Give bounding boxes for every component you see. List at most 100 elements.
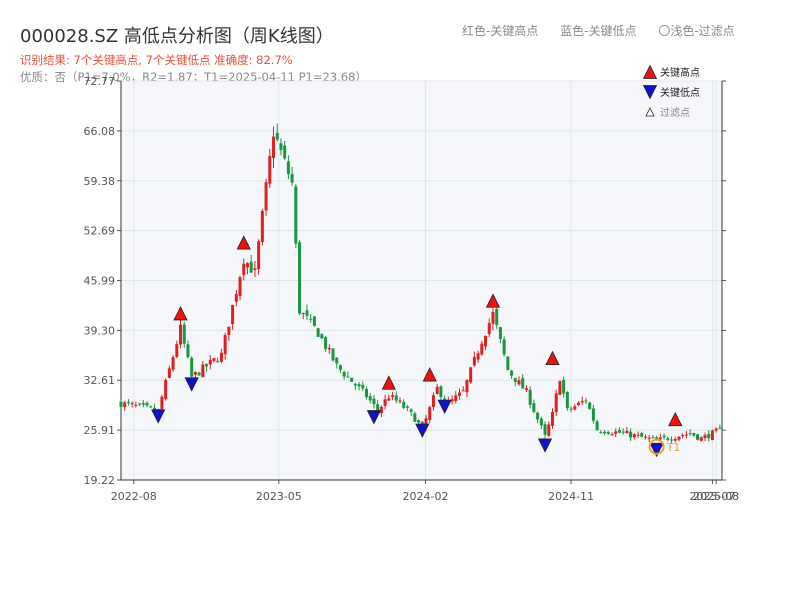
candle-body [286, 161, 290, 175]
candle-body [175, 344, 179, 357]
y-tick-label: 32.61 [84, 374, 116, 387]
candle-body [450, 399, 454, 402]
candle-body [431, 395, 435, 407]
y-tick-label: 72.77 [84, 75, 116, 88]
candle-body [272, 136, 276, 158]
candle-body [413, 413, 417, 422]
candle-body [294, 186, 298, 244]
candle-body [480, 343, 484, 355]
legend-filtered-label: 过滤点 [660, 106, 690, 119]
candle-body [655, 437, 659, 440]
color-legend: 红色-关键高点 蓝色-关键低点 〇浅色-过滤点 [462, 22, 753, 39]
candle-body [391, 395, 395, 397]
candle-body [584, 400, 588, 402]
candle-body [606, 431, 610, 434]
legend-low-icon [642, 85, 658, 100]
key-low-marker [415, 423, 430, 438]
candle-body [160, 396, 164, 410]
candle-body [249, 261, 253, 273]
candle-body [238, 277, 242, 297]
candle-body [554, 393, 558, 413]
candle-body [324, 337, 328, 349]
candle-body [625, 430, 629, 434]
y-tick-label: 45.99 [84, 275, 116, 288]
candle-body [227, 326, 231, 336]
candle-body [658, 437, 662, 440]
candle-body [666, 438, 670, 440]
x-tick-label: 2024-02 [403, 490, 449, 503]
key-low-marker [151, 409, 166, 424]
candle-body [119, 401, 123, 408]
candle-body [636, 434, 640, 436]
candle-body [703, 435, 707, 439]
candle-body [164, 380, 168, 399]
candle-body [599, 432, 603, 434]
candle-body [710, 430, 714, 441]
candle-body [275, 132, 279, 140]
candle-body [603, 431, 607, 434]
candle-body [383, 399, 387, 406]
candle-body [231, 305, 235, 324]
candle-body [662, 435, 666, 438]
candle-body [670, 439, 674, 441]
candle-body [361, 384, 365, 389]
candle-body [167, 368, 171, 378]
candle-body [316, 328, 320, 337]
candle-body [696, 434, 700, 440]
x-tick-label: 2022-08 [111, 490, 157, 503]
candle-body [569, 408, 573, 410]
candle-body [491, 311, 495, 324]
candle-body [353, 383, 357, 386]
candle-body [376, 404, 380, 412]
legend-low-label: 关键低点 [660, 86, 700, 99]
y-tick-label: 19.22 [84, 474, 116, 487]
candle-body [305, 310, 309, 316]
candle-body [487, 323, 491, 334]
candle-body [264, 182, 268, 211]
key-low-marker [366, 410, 382, 425]
candle-body [640, 432, 644, 437]
candle-body [260, 210, 264, 243]
candle-body [201, 364, 205, 377]
candle-body [543, 424, 547, 435]
x-tick-label: 2025-08 [693, 490, 739, 503]
candle-body [524, 388, 528, 390]
candle-body [290, 173, 294, 183]
candle-body [171, 357, 175, 370]
candle-body [394, 395, 398, 401]
y-tick-label: 59.38 [84, 175, 116, 188]
candle-body [212, 358, 216, 362]
x-tick-label: 2024-11 [548, 490, 594, 503]
candle-body [320, 334, 324, 339]
candle-body [417, 420, 421, 423]
candle-body [484, 335, 488, 347]
candle-body [193, 371, 197, 375]
candle-body [402, 401, 406, 408]
candle-body [350, 377, 354, 382]
candle-body [346, 376, 350, 378]
candle-body [562, 379, 566, 394]
candle-body [677, 436, 681, 440]
candle-body [580, 401, 584, 403]
candle-body [182, 324, 186, 344]
candle-body [532, 403, 536, 412]
candle-body [506, 356, 510, 370]
candle-body [312, 316, 316, 326]
key-high-marker [545, 350, 560, 366]
key-high-marker [422, 367, 437, 382]
candle-body [405, 406, 409, 408]
candle-body [179, 324, 183, 345]
candle-body [643, 436, 647, 438]
key-high-marker [173, 306, 188, 321]
key-low-marker [184, 377, 199, 392]
key-high-marker [485, 293, 501, 308]
candle-body [368, 396, 372, 401]
legend-high-icon [642, 64, 658, 79]
candle-body [234, 294, 238, 302]
candle-body [498, 327, 502, 339]
candle-body [283, 145, 287, 159]
candle-body [588, 402, 592, 410]
candle-body [595, 421, 599, 431]
candle-body [197, 372, 201, 376]
candle-body [279, 143, 283, 150]
